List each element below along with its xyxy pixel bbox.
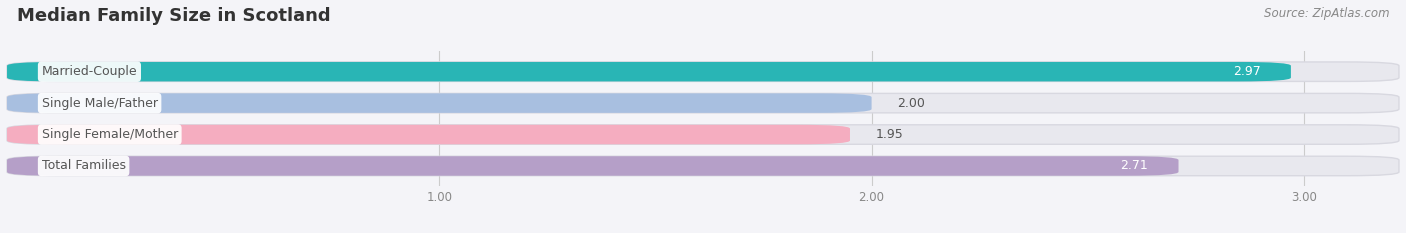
Text: 2.71: 2.71 bbox=[1121, 159, 1149, 172]
Text: Single Female/Mother: Single Female/Mother bbox=[42, 128, 179, 141]
Text: Married-Couple: Married-Couple bbox=[42, 65, 138, 78]
Text: Median Family Size in Scotland: Median Family Size in Scotland bbox=[17, 7, 330, 25]
FancyBboxPatch shape bbox=[7, 156, 1399, 176]
Text: 1.95: 1.95 bbox=[876, 128, 904, 141]
FancyBboxPatch shape bbox=[7, 125, 851, 144]
FancyBboxPatch shape bbox=[7, 93, 1399, 113]
FancyBboxPatch shape bbox=[7, 62, 1399, 81]
FancyBboxPatch shape bbox=[7, 93, 872, 113]
FancyBboxPatch shape bbox=[7, 62, 1291, 81]
Text: 2.00: 2.00 bbox=[897, 97, 925, 110]
Text: Single Male/Father: Single Male/Father bbox=[42, 97, 157, 110]
Text: Source: ZipAtlas.com: Source: ZipAtlas.com bbox=[1264, 7, 1389, 20]
Text: 2.97: 2.97 bbox=[1233, 65, 1261, 78]
FancyBboxPatch shape bbox=[7, 125, 1399, 144]
Text: Total Families: Total Families bbox=[42, 159, 125, 172]
FancyBboxPatch shape bbox=[7, 156, 1178, 176]
